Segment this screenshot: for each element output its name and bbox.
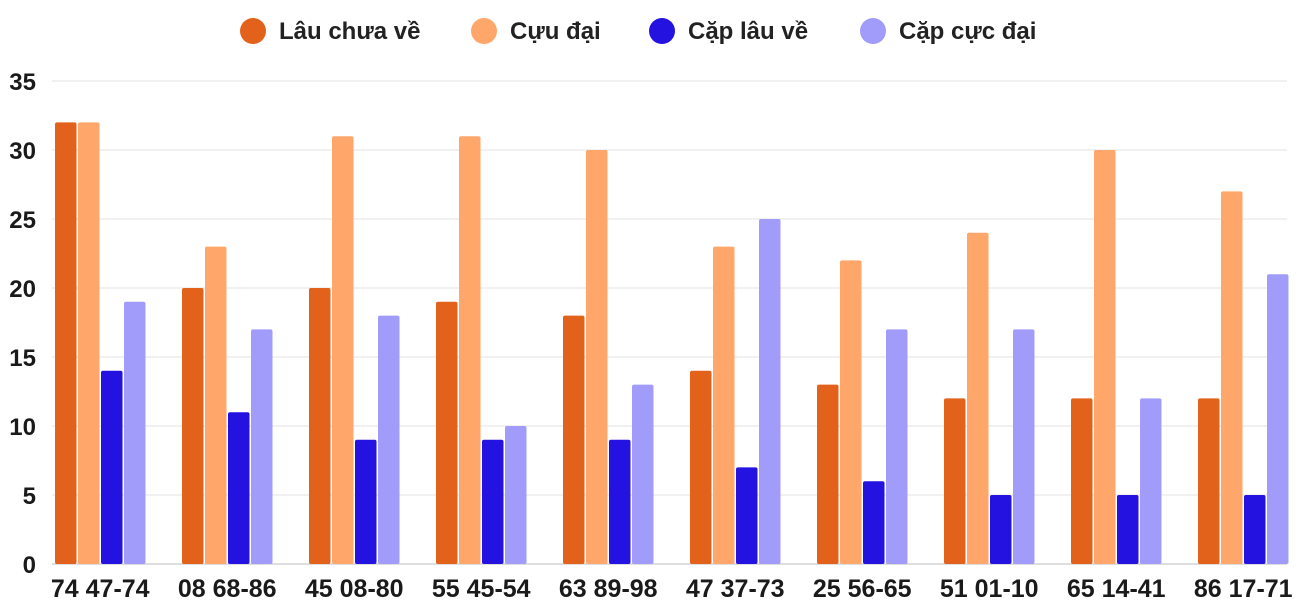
- x-category-label: 65 14-41: [1067, 575, 1166, 600]
- x-axis-categories: 74 47-74 08 68-86 45 08-80 55 45-54 63 89-98…: [51, 575, 1293, 600]
- y-axis-ticks: 0 5 10 15 20 25 30 35: [9, 69, 36, 579]
- legend-item-1: Lâu chưa về: [240, 18, 420, 45]
- x-category-label: 55 45-54: [432, 575, 531, 600]
- legend-item-3: Cặp lâu về: [649, 18, 808, 45]
- y-tick-label: 5: [23, 483, 36, 510]
- legend-item-2: Cựu đại: [471, 18, 601, 45]
- bar-2-8: [967, 232, 989, 565]
- bar-3-5: [609, 439, 631, 564]
- x-category-label: 08 68-86: [178, 575, 277, 600]
- bar-4-2: [251, 329, 273, 564]
- bar-4-8: [1013, 329, 1035, 564]
- y-tick-label: 30: [9, 138, 36, 165]
- legend-swatch: [240, 18, 266, 44]
- bar-4-7: [886, 329, 908, 564]
- legend-label: Cựu đại: [510, 18, 601, 45]
- y-tick-label: 25: [9, 207, 36, 234]
- bar-4-3: [378, 315, 400, 564]
- bar-3-3: [355, 439, 377, 564]
- legend-swatch: [471, 18, 497, 44]
- bar-1-10: [1198, 398, 1220, 564]
- bar-4-9: [1140, 398, 1162, 564]
- bar-2-9: [1094, 150, 1116, 564]
- y-tick-label: 35: [9, 69, 36, 96]
- legend-label: Cặp cực đại: [899, 18, 1036, 45]
- bar-3-6: [736, 467, 758, 564]
- bar-4-4: [505, 426, 527, 564]
- bar-2-1: [78, 122, 100, 565]
- bar-1-1: [55, 122, 77, 565]
- x-category-label: 47 37-73: [686, 575, 785, 600]
- bar-3-8: [990, 495, 1012, 564]
- x-category-label: 74 47-74: [51, 575, 150, 600]
- legend-swatch: [649, 18, 675, 44]
- bar-2-3: [332, 136, 354, 564]
- bar-1-3: [309, 288, 331, 564]
- bar-2-5: [586, 150, 608, 564]
- legend-label: Lâu chưa về: [279, 18, 420, 45]
- bar-2-10: [1221, 191, 1243, 564]
- bar-1-9: [1071, 398, 1093, 564]
- bar-3-2: [228, 412, 250, 564]
- bar-1-7: [817, 384, 839, 564]
- bar-3-4: [482, 439, 504, 564]
- legend-swatch: [860, 18, 886, 44]
- legend-item-4: Cặp cực đại: [860, 18, 1036, 45]
- bar-3-10: [1244, 495, 1266, 564]
- bar-1-2: [182, 288, 204, 564]
- bar-2-6: [713, 246, 735, 564]
- bar-1-6: [690, 370, 712, 564]
- chart-bars: [55, 122, 1289, 565]
- bar-1-5: [563, 315, 585, 564]
- y-tick-label: 10: [9, 414, 36, 441]
- bar-3-9: [1117, 495, 1139, 564]
- y-tick-label: 0: [23, 552, 36, 579]
- bar-2-7: [840, 260, 862, 564]
- bar-4-5: [632, 384, 654, 564]
- chart-legend: Lâu chưa về Cựu đại Cặp lâu về Cặp cực đại: [240, 18, 1036, 45]
- bar-1-8: [944, 398, 966, 564]
- y-tick-label: 20: [9, 276, 36, 303]
- bar-4-10: [1267, 274, 1289, 564]
- bar-2-4: [459, 136, 481, 564]
- bar-4-6: [759, 219, 781, 564]
- bar-4-1: [124, 301, 146, 564]
- x-category-label: 86 17-71: [1194, 575, 1293, 600]
- y-tick-label: 15: [9, 345, 36, 372]
- bar-3-1: [101, 370, 123, 564]
- x-category-label: 63 89-98: [559, 575, 658, 600]
- bar-1-4: [436, 301, 458, 564]
- x-category-label: 45 08-80: [305, 575, 404, 600]
- x-category-label: 51 01-10: [940, 575, 1039, 600]
- bar-3-7: [863, 481, 885, 564]
- x-category-label: 25 56-65: [813, 575, 912, 600]
- bar-2-2: [205, 246, 227, 564]
- legend-label: Cặp lâu về: [688, 18, 808, 45]
